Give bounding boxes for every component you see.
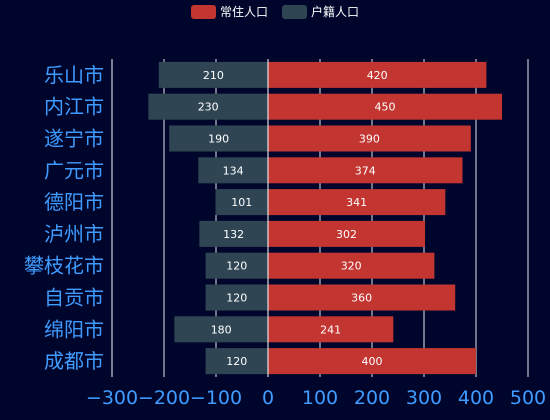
bar-label-resident-5: 341 [346,196,367,209]
category-label-5: 德阳市 [44,190,104,214]
bar-resident-8 [268,93,502,120]
category-label-4: 泸州市 [44,222,104,246]
category-label-3: 攀枝花市 [24,254,104,278]
bar-resident-6 [268,157,463,184]
bar-label-resident-9: 420 [367,69,388,82]
bar-resident-2 [268,284,456,311]
x-tick-label-5: 200 [354,387,390,409]
category-label-9: 乐山市 [44,63,104,87]
legend-label-registered: 户籍人口 [311,5,360,19]
x-tick-label-4: 100 [302,387,338,409]
bar-label-resident-2: 360 [351,292,372,305]
bar-registered-9 [158,61,268,88]
bar-label-resident-8: 450 [375,101,396,114]
bar-registered-1 [174,316,268,343]
bar-resident-9 [268,61,487,88]
bar-resident-5 [268,189,446,216]
bar-resident-3 [268,252,435,279]
category-label-6: 广元市 [44,158,104,182]
bar-resident-7 [268,125,471,152]
bar-label-resident-3: 320 [341,260,362,273]
legend-item-resident[interactable]: 常住人口 [190,3,268,20]
bar-label-registered-2: 120 [226,292,247,305]
bar-label-registered-7: 190 [208,133,229,146]
x-tick-label-1: −200 [138,387,190,409]
bar-label-resident-7: 390 [359,133,380,146]
bar-registered-0 [205,348,268,375]
legend-swatch-resident [190,4,216,19]
bar-resident-1 [268,316,394,343]
bar-registered-5 [215,189,268,216]
bar-label-resident-1: 241 [320,323,341,336]
x-tick-label-2: −100 [190,387,242,409]
bar-label-registered-3: 120 [226,260,247,273]
x-tick-label-0: −300 [86,387,138,409]
bar-label-registered-6: 134 [223,164,244,177]
category-label-0: 成都市 [44,349,104,373]
bar-registered-3 [205,252,268,279]
bar-label-registered-8: 230 [198,101,219,114]
bar-registered-4 [199,220,268,247]
legend: 常住人口 户籍人口 [0,3,550,20]
x-tick-label-3: 0 [262,387,274,409]
bar-resident-4 [268,220,426,247]
legend-item-registered[interactable]: 户籍人口 [282,3,359,20]
bar-registered-7 [169,125,268,152]
category-label-1: 绵阳市 [44,317,104,341]
bar-label-registered-0: 120 [226,355,247,368]
category-label-2: 自贡市 [44,286,104,310]
bar-registered-8 [148,93,268,120]
bar-label-registered-5: 101 [231,196,252,209]
bar-label-registered-9: 210 [203,69,224,82]
x-tick-label-7: 400 [458,387,494,409]
bar-registered-6 [198,157,268,184]
bar-resident-0 [268,348,476,375]
x-tick-label-6: 300 [406,387,442,409]
bar-label-resident-0: 400 [362,355,383,368]
legend-swatch-registered [282,4,307,19]
bar-label-registered-4: 132 [223,228,244,241]
bar-label-resident-4: 302 [336,228,357,241]
category-label-7: 遂宁市 [44,127,104,151]
bar-label-registered-1: 180 [211,323,232,336]
bar-registered-2 [205,284,268,311]
legend-label-resident: 常住人口 [219,5,268,19]
bar-label-resident-6: 374 [355,164,376,177]
x-tick-label-8: 500 [510,387,546,409]
category-label-8: 内江市 [44,95,104,119]
